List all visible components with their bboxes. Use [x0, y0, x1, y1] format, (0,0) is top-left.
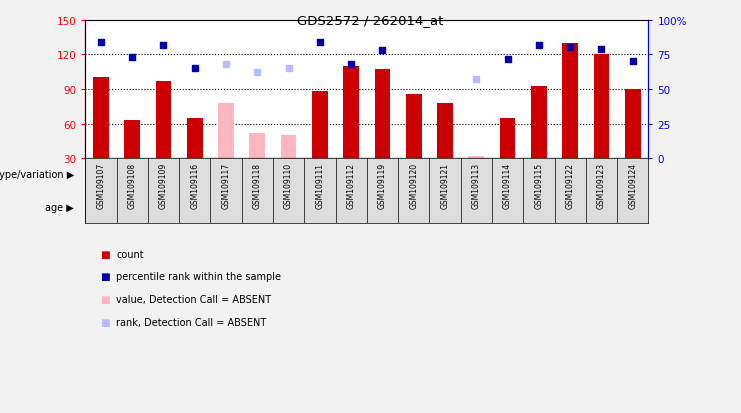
Bar	[437, 104, 453, 159]
Text: rank, Detection Call = ABSENT: rank, Detection Call = ABSENT	[116, 317, 267, 327]
Bar	[218, 104, 234, 159]
Text: 1 d: 1 d	[342, 202, 360, 212]
Text: GSM109111: GSM109111	[316, 162, 325, 208]
Text: GSM109112: GSM109112	[347, 162, 356, 208]
Bar	[156, 82, 171, 159]
Text: 3 d: 3 d	[577, 202, 594, 212]
Text: vte2 mutant: vte2 mutant	[522, 170, 587, 180]
Bar	[468, 157, 484, 159]
Point	[502, 56, 514, 63]
Text: genotype/variation ▶: genotype/variation ▶	[0, 170, 74, 180]
Bar	[531, 86, 547, 159]
Text: GSM109124: GSM109124	[628, 162, 637, 208]
Point	[564, 45, 576, 52]
Bar	[187, 119, 202, 159]
Text: GSM109114: GSM109114	[503, 162, 512, 208]
Bar	[406, 95, 422, 159]
Bar	[398, 192, 461, 221]
Point	[95, 40, 107, 46]
Point	[282, 66, 294, 72]
Text: percentile rank within the sample: percentile rank within the sample	[116, 272, 282, 282]
Bar	[93, 78, 109, 159]
Text: GDS2572 / 262014_at: GDS2572 / 262014_at	[297, 14, 444, 27]
Text: 3 d: 3 d	[421, 202, 438, 212]
Point	[251, 70, 263, 76]
Point	[314, 40, 326, 46]
Bar	[562, 44, 578, 159]
Text: GSM109119: GSM109119	[378, 162, 387, 208]
Bar	[625, 90, 640, 159]
Text: GSM109113: GSM109113	[472, 162, 481, 208]
Point	[189, 66, 201, 72]
Text: ■: ■	[100, 272, 110, 282]
Point	[596, 46, 608, 53]
Text: ■: ■	[100, 249, 110, 259]
Text: value, Detection Call = ABSENT: value, Detection Call = ABSENT	[116, 294, 271, 304]
Point	[158, 42, 170, 49]
Text: GSM109109: GSM109109	[159, 162, 168, 208]
Bar	[305, 161, 461, 190]
Point	[220, 62, 232, 68]
Text: 1 d: 1 d	[483, 202, 501, 212]
Bar	[179, 192, 305, 221]
Bar	[343, 67, 359, 159]
Bar	[250, 134, 265, 159]
Text: 3 d: 3 d	[233, 202, 250, 212]
Text: GSM109107: GSM109107	[96, 162, 105, 208]
Bar	[499, 119, 516, 159]
Text: count: count	[116, 249, 144, 259]
Text: GSM109123: GSM109123	[597, 162, 606, 208]
Text: GSM109108: GSM109108	[127, 162, 136, 208]
Bar	[461, 161, 648, 190]
Text: GSM109120: GSM109120	[409, 162, 418, 208]
Point	[471, 77, 482, 83]
Text: GSM109116: GSM109116	[190, 162, 199, 208]
Point	[533, 42, 545, 49]
Bar	[305, 192, 398, 221]
Text: GSM109122: GSM109122	[565, 162, 575, 208]
Text: ■: ■	[100, 317, 110, 327]
Bar	[85, 161, 305, 190]
Text: wild type: wild type	[171, 170, 219, 180]
Text: ■: ■	[100, 294, 110, 304]
Bar	[124, 121, 140, 159]
Text: GSM109118: GSM109118	[253, 162, 262, 208]
Point	[376, 48, 388, 55]
Bar	[281, 136, 296, 159]
Bar	[594, 55, 609, 159]
Text: GSM109110: GSM109110	[284, 162, 293, 208]
Text: GSM109117: GSM109117	[222, 162, 230, 208]
Bar	[523, 192, 648, 221]
Point	[627, 59, 639, 65]
Bar	[375, 70, 391, 159]
Point	[126, 55, 138, 61]
Text: GSM109115: GSM109115	[534, 162, 543, 208]
Text: age ▶: age ▶	[45, 202, 74, 212]
Bar	[85, 192, 179, 221]
Bar	[312, 92, 328, 159]
Point	[345, 62, 357, 68]
Bar	[461, 192, 523, 221]
Text: vte1 mutant: vte1 mutant	[350, 170, 415, 180]
Text: GSM109121: GSM109121	[440, 162, 450, 208]
Text: 1 d: 1 d	[123, 202, 141, 212]
